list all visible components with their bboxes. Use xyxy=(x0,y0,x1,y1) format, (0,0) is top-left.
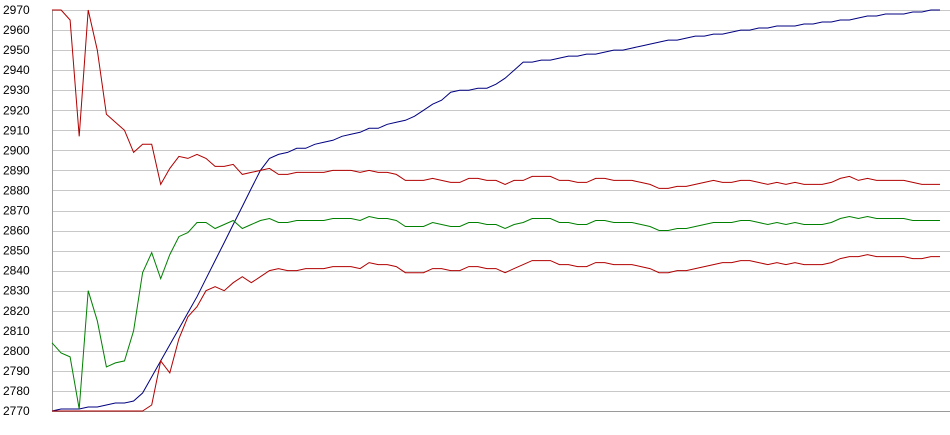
y-tick-label: 2820 xyxy=(3,304,30,318)
y-tick-label: 2900 xyxy=(3,143,30,157)
y-tick-label: 2800 xyxy=(3,344,30,358)
series-line-3 xyxy=(51,215,940,410)
y-tick-label: 2790 xyxy=(3,364,30,378)
y-tick-label: 2890 xyxy=(3,163,30,177)
y-tick-label: 2810 xyxy=(3,324,30,338)
y-tick-label: 2950 xyxy=(3,43,30,57)
grid-layer xyxy=(52,10,950,412)
y-tick-label: 2860 xyxy=(3,224,30,238)
y-tick-label: 2880 xyxy=(3,183,30,197)
y-tick-label: 2910 xyxy=(3,123,30,137)
y-tick-label: 2920 xyxy=(3,103,30,117)
y-tick-label: 2840 xyxy=(3,264,30,278)
series-line-4 xyxy=(52,254,940,412)
y-tick-label: 2780 xyxy=(3,384,30,398)
y-tick-label: 2830 xyxy=(3,284,30,298)
y-tick-label: 2930 xyxy=(3,83,30,97)
y-tick-label: 2970 xyxy=(3,3,30,17)
series-layer xyxy=(51,9,940,412)
y-tick-label: 2960 xyxy=(3,23,30,37)
series-line-2 xyxy=(52,9,940,189)
series-line-1 xyxy=(51,9,940,412)
y-tick-label: 2870 xyxy=(3,204,30,218)
y-tick-label: 2850 xyxy=(3,244,30,258)
y-tick-label: 2940 xyxy=(3,63,30,77)
y-tick-label: 2770 xyxy=(3,404,30,418)
y-tick-labels: 2770 2780 2790 2800 2810 2820 2830 2840 2850 2860… xyxy=(3,3,30,418)
